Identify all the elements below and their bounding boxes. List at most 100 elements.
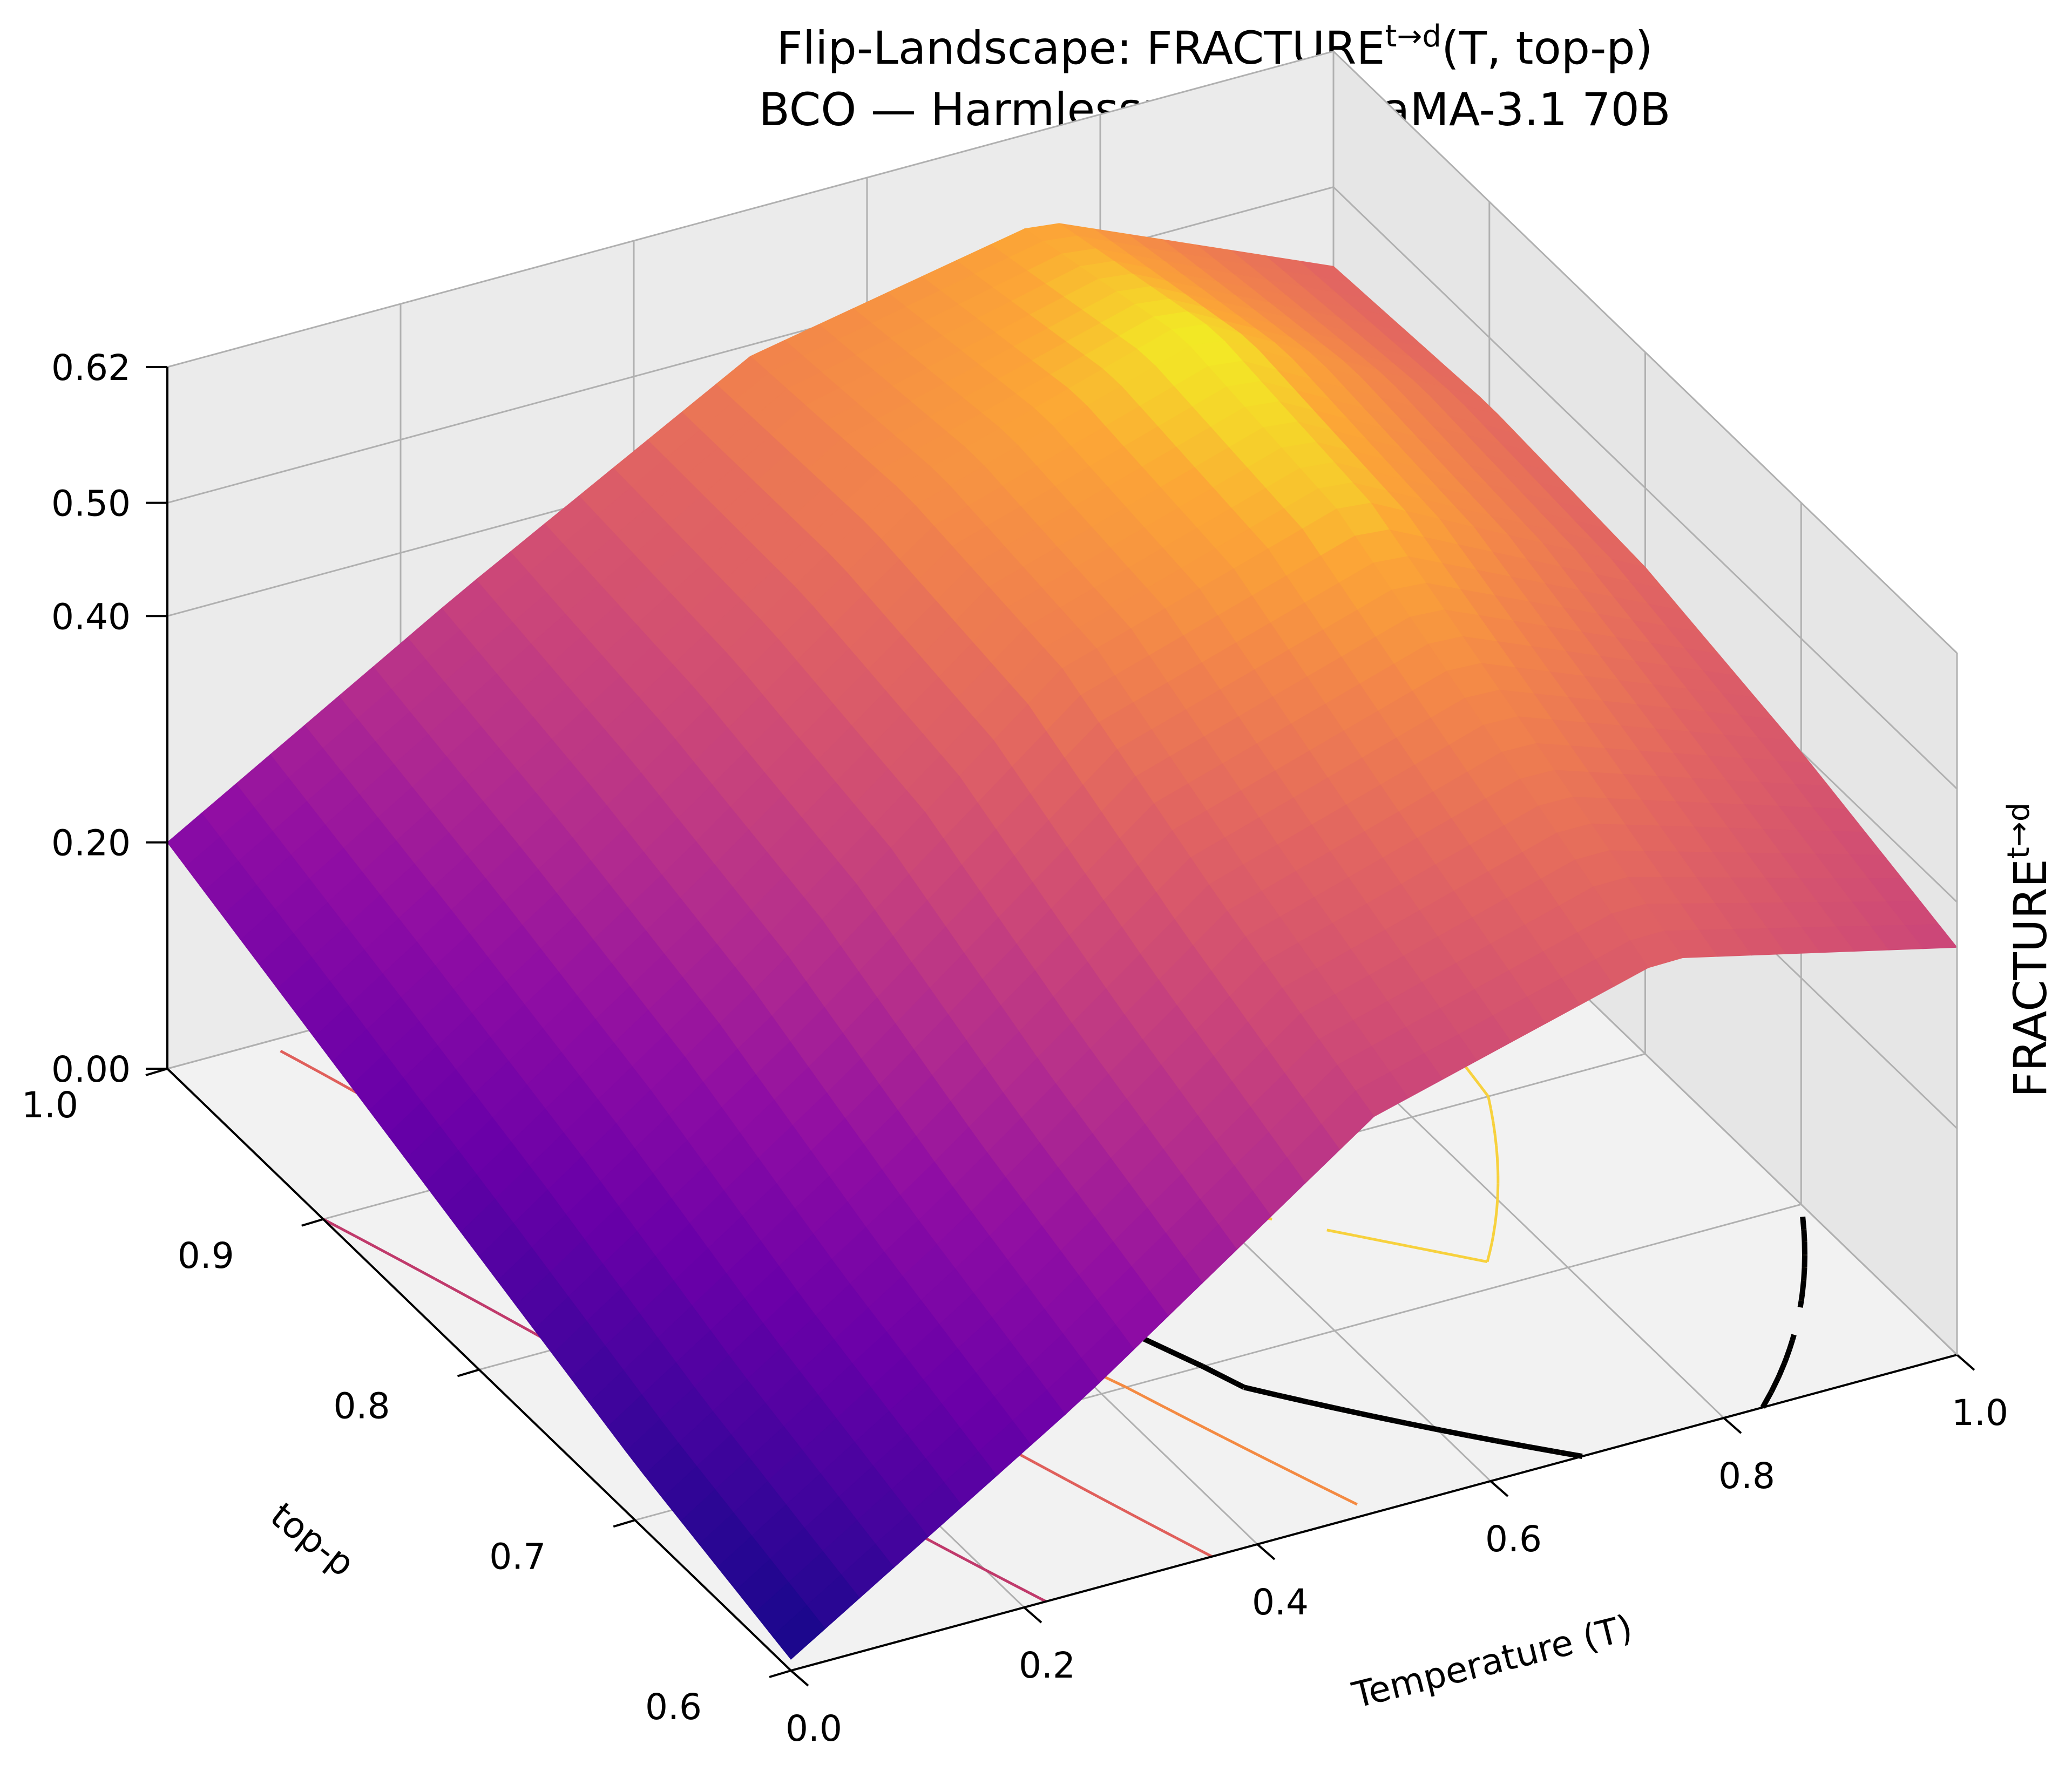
contour-segment <box>1492 1123 1497 1134</box>
contour-segment <box>997 1574 1014 1586</box>
contour-segment <box>1362 1236 1382 1243</box>
x-tick <box>1489 1480 1509 1497</box>
contour-segment <box>1051 1470 1066 1481</box>
contour-segment <box>295 1058 313 1069</box>
contour-segment <box>1413 1422 1438 1433</box>
contour-segment <box>1524 1443 1531 1450</box>
contour-segment <box>1496 1438 1500 1444</box>
contour-segment <box>1201 1363 1221 1377</box>
contour-segment <box>1184 1355 1194 1365</box>
contour-segment <box>1034 1462 1052 1473</box>
contour-segment <box>1146 1521 1164 1532</box>
y-tick <box>457 1368 480 1377</box>
contour-segment <box>1157 1403 1167 1409</box>
contour-segment <box>1309 1400 1335 1411</box>
contour-segment <box>370 1243 380 1250</box>
y-tick-label: 0.9 <box>178 1235 234 1277</box>
contour-segment <box>1455 1254 1464 1259</box>
x-tick-label: 0.4 <box>1252 1582 1309 1623</box>
contour-segment <box>1359 1410 1374 1420</box>
contour-segment <box>1760 1391 1773 1409</box>
contour-segment <box>280 1049 297 1061</box>
y-tick-label: 0.7 <box>489 1536 546 1577</box>
contour-segment <box>1499 1438 1526 1449</box>
contour-segment <box>1207 1428 1220 1436</box>
contour-segment <box>491 1308 499 1315</box>
axes: 0.00.20.40.60.81.00.60.70.80.91.00.000.2… <box>22 347 2008 1749</box>
contour-segment <box>481 1303 493 1312</box>
contour-segment <box>1326 1229 1331 1232</box>
contour-segment <box>1029 1592 1040 1599</box>
contour-segment <box>1487 1096 1492 1109</box>
z-tick-label: 0.50 <box>51 483 131 525</box>
contour-segment <box>1798 1293 1805 1301</box>
z-tick-label: 0.20 <box>51 823 131 864</box>
contour-segment <box>402 1260 420 1272</box>
contour-segment <box>387 1252 404 1263</box>
contour-segment <box>1386 1416 1406 1426</box>
title-tail: (T, top-p) <box>1441 22 1653 74</box>
contour-segment <box>1553 1448 1561 1455</box>
contour-segment <box>1218 1434 1225 1439</box>
contour-segment <box>1276 1392 1283 1399</box>
contour-segment <box>1330 1229 1355 1237</box>
x-tick-label: 0.2 <box>1019 1645 1075 1686</box>
contour-segment <box>932 1540 950 1552</box>
contour-segment <box>929 1539 934 1544</box>
contour-segment <box>1436 1250 1457 1257</box>
contour-segment <box>1560 1450 1583 1459</box>
contour-segment <box>1270 1460 1275 1464</box>
contour-segment <box>1167 1347 1187 1361</box>
x-axis-label: Temperature (T) <box>1348 1607 1637 1716</box>
contour-segment <box>1112 1380 1127 1389</box>
grid-line-z <box>167 50 1958 654</box>
contour-segment <box>1165 1406 1176 1414</box>
contour-segment <box>1479 1085 1484 1090</box>
x-axis-line <box>790 1354 1958 1672</box>
contour-segment <box>1495 1158 1500 1171</box>
contour-segment <box>1492 1223 1497 1237</box>
contour-segment <box>1491 1236 1495 1243</box>
contour-segment <box>1272 1461 1291 1472</box>
contour-segment <box>1307 1399 1310 1406</box>
contour-segment <box>1066 1478 1084 1490</box>
contour-segment <box>1787 1339 1795 1350</box>
contour-segment <box>497 1312 514 1324</box>
contour-segment <box>980 1566 986 1571</box>
contour-segment <box>327 1075 344 1087</box>
contour-segment <box>1306 1478 1324 1489</box>
surface <box>167 223 1958 1660</box>
contour-segment <box>338 1226 356 1238</box>
y-tick-label: 0.8 <box>334 1386 390 1427</box>
x-tick-label: 0.6 <box>1485 1518 1542 1560</box>
z-label-superscript: t→d <box>2001 803 2036 859</box>
chart-title-line1: Flip-Landscape: FRACTUREt→d(T, top-p) <box>776 19 1653 74</box>
contour-segment <box>1082 1487 1100 1498</box>
surface-cell <box>772 1605 826 1660</box>
y-tick <box>301 1218 324 1227</box>
contour-segment <box>1175 1536 1181 1541</box>
y-tick <box>613 1519 635 1528</box>
title-superscript: t→d <box>1385 19 1441 54</box>
contour-segment <box>1782 1357 1789 1364</box>
contour-segment <box>1223 1436 1241 1448</box>
contour-segment <box>1486 1250 1492 1263</box>
contour-segment <box>1141 1394 1160 1406</box>
contour-segment <box>1464 1255 1488 1264</box>
x-tick-label: 1.0 <box>1952 1392 2008 1434</box>
contour-segment <box>948 1549 966 1560</box>
contour-segment <box>434 1278 452 1289</box>
contour-segment <box>1784 1348 1792 1359</box>
contour-segment <box>1282 1393 1309 1405</box>
contour-segment <box>1190 1420 1208 1431</box>
contour-segment <box>320 1071 329 1078</box>
x-tick <box>1723 1417 1742 1434</box>
contour-segment <box>1243 1384 1257 1393</box>
z-label-main: FRACTURE <box>2004 859 2057 1097</box>
z-tick-label: 0.40 <box>51 596 131 637</box>
contour-segment <box>1424 1248 1437 1253</box>
contour-segment <box>1354 1234 1363 1239</box>
x-tick-label: 0.8 <box>1718 1455 1775 1497</box>
contour-segment <box>1799 1280 1806 1294</box>
